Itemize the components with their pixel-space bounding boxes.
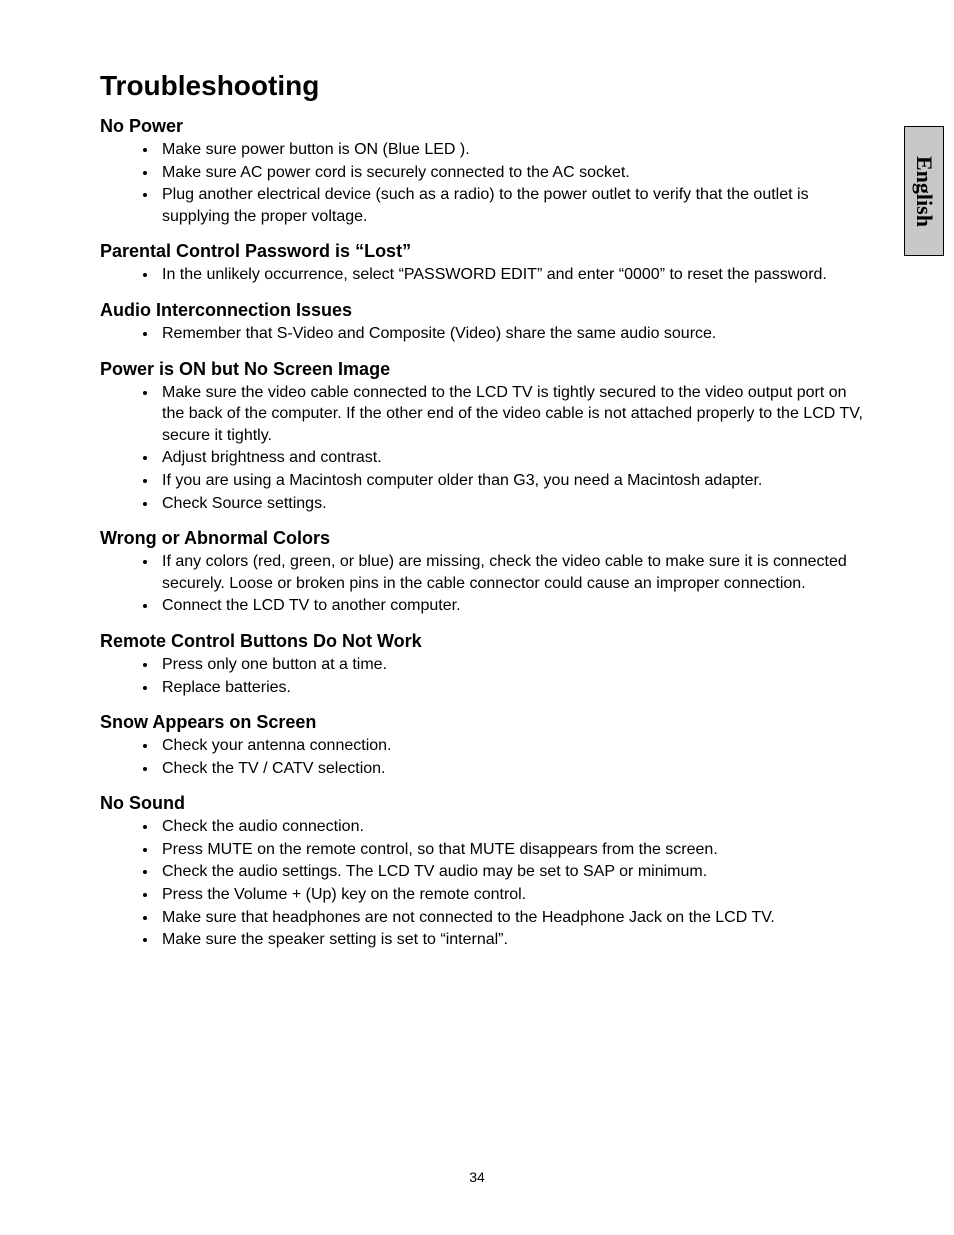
list-item: If you are using a Macintosh computer ol… <box>158 470 870 492</box>
list-item: In the unlikely occurrence, select “PASS… <box>158 264 870 286</box>
bullet-list: In the unlikely occurrence, select “PASS… <box>100 264 870 286</box>
list-item: Make sure AC power cord is securely conn… <box>158 162 870 184</box>
section-heading: Snow Appears on Screen <box>100 712 870 733</box>
content-area: Troubleshooting No PowerMake sure power … <box>100 70 870 951</box>
section-heading: No Power <box>100 116 870 137</box>
list-item: Check the audio settings. The LCD TV aud… <box>158 861 870 883</box>
bullet-list: Make sure the video cable connected to t… <box>100 382 870 515</box>
bullet-list: Check the audio connection.Press MUTE on… <box>100 816 870 951</box>
section-heading: Audio Interconnection Issues <box>100 300 870 321</box>
page-title: Troubleshooting <box>100 70 870 102</box>
list-item: Replace batteries. <box>158 677 870 699</box>
list-item: If any colors (red, green, or blue) are … <box>158 551 870 594</box>
list-item: Check the audio connection. <box>158 816 870 838</box>
language-tab-label: English <box>911 156 937 227</box>
language-tab: English <box>904 126 944 256</box>
list-item: Make sure that headphones are not connec… <box>158 907 870 929</box>
list-item: Press MUTE on the remote control, so tha… <box>158 839 870 861</box>
list-item: Press only one button at a time. <box>158 654 870 676</box>
list-item: Connect the LCD TV to another computer. <box>158 595 870 617</box>
bullet-list: Make sure power button is ON (Blue LED )… <box>100 139 870 227</box>
list-item: Make sure the video cable connected to t… <box>158 382 870 447</box>
sections-container: No PowerMake sure power button is ON (Bl… <box>100 116 870 951</box>
list-item: Press the Volume + (Up) key on the remot… <box>158 884 870 906</box>
section-heading: No Sound <box>100 793 870 814</box>
document-page: English Troubleshooting No PowerMake sur… <box>0 0 954 1235</box>
list-item: Check Source settings. <box>158 493 870 515</box>
page-number: 34 <box>0 1169 954 1185</box>
bullet-list: Check your antenna connection.Check the … <box>100 735 870 779</box>
list-item: Check your antenna connection. <box>158 735 870 757</box>
list-item: Make sure the speaker setting is set to … <box>158 929 870 951</box>
bullet-list: Press only one button at a time.Replace … <box>100 654 870 698</box>
bullet-list: Remember that S-Video and Composite (Vid… <box>100 323 870 345</box>
section-heading: Parental Control Password is “Lost” <box>100 241 870 262</box>
list-item: Make sure power button is ON (Blue LED )… <box>158 139 870 161</box>
list-item: Plug another electrical device (such as … <box>158 184 870 227</box>
list-item: Adjust brightness and contrast. <box>158 447 870 469</box>
list-item: Remember that S-Video and Composite (Vid… <box>158 323 870 345</box>
section-heading: Remote Control Buttons Do Not Work <box>100 631 870 652</box>
bullet-list: If any colors (red, green, or blue) are … <box>100 551 870 617</box>
section-heading: Wrong or Abnormal Colors <box>100 528 870 549</box>
section-heading: Power is ON but No Screen Image <box>100 359 870 380</box>
list-item: Check the TV / CATV selection. <box>158 758 870 780</box>
